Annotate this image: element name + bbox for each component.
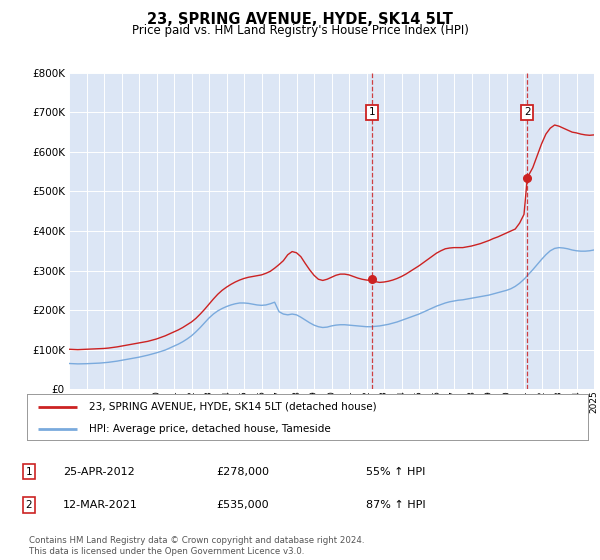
Text: 1: 1 xyxy=(369,108,376,118)
Text: 2: 2 xyxy=(25,500,32,510)
Text: 2: 2 xyxy=(524,108,530,118)
Text: 23, SPRING AVENUE, HYDE, SK14 5LT (detached house): 23, SPRING AVENUE, HYDE, SK14 5LT (detac… xyxy=(89,402,376,412)
Text: 1: 1 xyxy=(25,466,32,477)
Text: 55% ↑ HPI: 55% ↑ HPI xyxy=(366,466,425,477)
Text: £278,000: £278,000 xyxy=(216,466,269,477)
Text: HPI: Average price, detached house, Tameside: HPI: Average price, detached house, Tame… xyxy=(89,424,331,435)
Text: 12-MAR-2021: 12-MAR-2021 xyxy=(63,500,138,510)
Text: £535,000: £535,000 xyxy=(216,500,269,510)
Text: 25-APR-2012: 25-APR-2012 xyxy=(63,466,135,477)
Text: Price paid vs. HM Land Registry's House Price Index (HPI): Price paid vs. HM Land Registry's House … xyxy=(131,24,469,36)
Text: Contains HM Land Registry data © Crown copyright and database right 2024.
This d: Contains HM Land Registry data © Crown c… xyxy=(29,536,364,556)
Text: 23, SPRING AVENUE, HYDE, SK14 5LT: 23, SPRING AVENUE, HYDE, SK14 5LT xyxy=(147,12,453,27)
Text: 87% ↑ HPI: 87% ↑ HPI xyxy=(366,500,425,510)
